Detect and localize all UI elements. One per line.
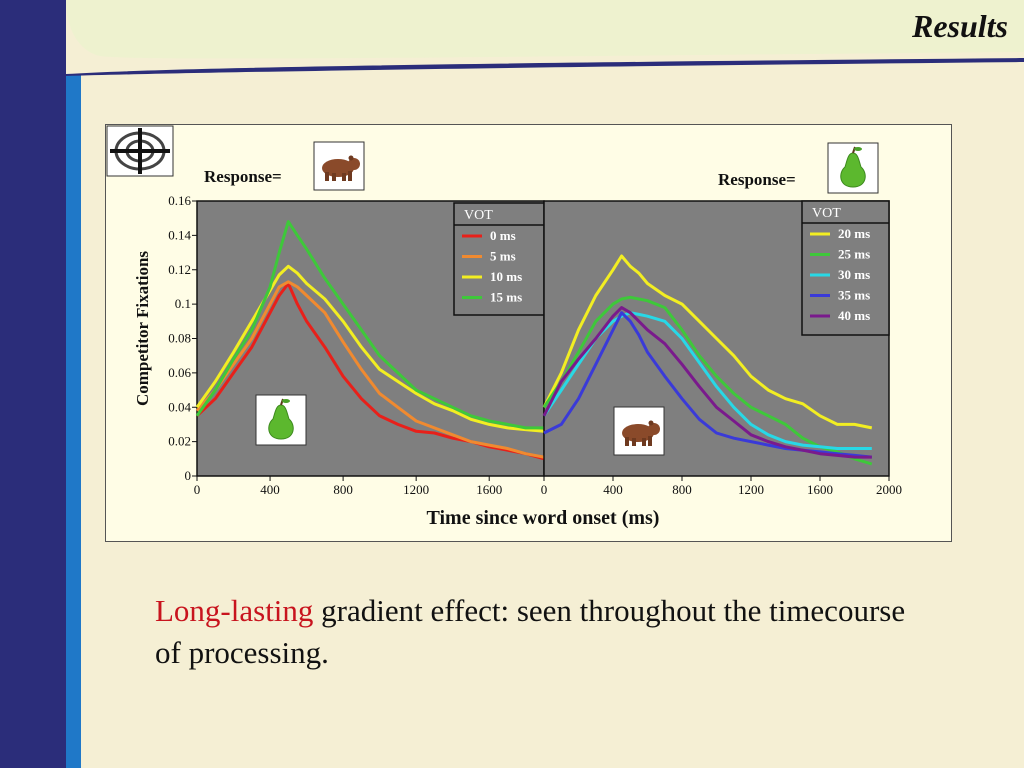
chart-panel-1: 0 400 800 1200 1600 VOT 0 ms 5 ms 10 ms 15 ms Resp… bbox=[194, 167, 545, 497]
legend-label: 30 ms bbox=[838, 267, 870, 282]
bear-ear bbox=[648, 420, 654, 426]
pear-leaf bbox=[854, 147, 862, 151]
legend-label: 40 ms bbox=[838, 308, 870, 323]
caption-highlight: Long-lasting bbox=[155, 593, 314, 628]
pear-leaf bbox=[282, 399, 290, 403]
x-tick-label: 1200 bbox=[738, 482, 764, 497]
left-stripe bbox=[66, 75, 81, 768]
x-tick-label: 0 bbox=[194, 482, 201, 497]
y-tick-label: 0.02 bbox=[168, 434, 191, 449]
y-tick-label: 0.12 bbox=[168, 262, 191, 277]
series-line-20-ms bbox=[542, 254, 873, 430]
pear-body bbox=[840, 152, 866, 188]
series-line-40-ms bbox=[542, 306, 872, 459]
bear-leg bbox=[648, 436, 652, 446]
y-tick-label: 0.06 bbox=[168, 365, 191, 380]
series-line-30-ms bbox=[542, 311, 872, 450]
series-line-15-ms bbox=[195, 220, 544, 430]
x-tick-label: 800 bbox=[672, 482, 692, 497]
response-label: Response= bbox=[718, 170, 796, 189]
bear-icon bbox=[313, 141, 365, 191]
response-label: Response= bbox=[204, 167, 282, 186]
y-tick-label: 0.14 bbox=[168, 227, 191, 242]
bear-body bbox=[622, 424, 654, 442]
bear-leg bbox=[332, 173, 336, 181]
x-tick-label: 400 bbox=[260, 482, 280, 497]
bear-head bbox=[348, 158, 360, 170]
chart: Competitor Fixations 0 0.02 0.04 0.06 0.08 0.1… bbox=[106, 125, 902, 529]
legend-label: 10 ms bbox=[490, 269, 522, 284]
y-tick-label: 0 bbox=[185, 468, 192, 483]
legend-title: VOT bbox=[812, 206, 841, 221]
legend: VOT 0 ms 5 ms 10 ms 15 ms bbox=[453, 202, 545, 316]
x-tick-label: 400 bbox=[603, 482, 623, 497]
legend-label: 20 ms bbox=[838, 226, 870, 241]
bear-leg bbox=[325, 172, 329, 181]
x-tick-label: 800 bbox=[333, 482, 353, 497]
y-axis-label: Competitor Fixations bbox=[133, 251, 152, 406]
bear-ear bbox=[348, 155, 354, 161]
y-tick-label: 0.04 bbox=[168, 399, 191, 414]
pear-body bbox=[268, 404, 294, 440]
left-band bbox=[0, 0, 66, 768]
legend-title: VOT bbox=[464, 208, 493, 223]
series-line-25-ms bbox=[542, 295, 873, 466]
y-tick-label: 0.16 bbox=[168, 193, 191, 208]
bear-head bbox=[648, 423, 660, 435]
pear-icon bbox=[827, 142, 879, 194]
series-line-5-ms bbox=[195, 280, 545, 459]
crosshair-target-icon bbox=[106, 125, 174, 177]
x-tick-label: 2000 bbox=[876, 482, 902, 497]
legend-label: 0 ms bbox=[490, 228, 516, 243]
x-tick-label: 0 bbox=[541, 482, 548, 497]
caption-text: gradient effect: seen throughout the tim… bbox=[155, 593, 906, 670]
x-tick-label: 1200 bbox=[403, 482, 429, 497]
bear-icon bbox=[613, 406, 665, 456]
bear-leg bbox=[342, 173, 346, 181]
y-tick-label: 0.1 bbox=[175, 296, 191, 311]
bear-leg bbox=[348, 171, 352, 181]
pear-icon bbox=[255, 394, 307, 446]
legend-label: 5 ms bbox=[490, 249, 516, 264]
legend-label: 25 ms bbox=[838, 247, 870, 262]
legend-label: 35 ms bbox=[838, 288, 870, 303]
x-tick-label: 1600 bbox=[476, 482, 502, 497]
chart-panel-2: 0 400 800 1200 1600 2000 VOT 20 ms 25 ms 30 ms 35 … bbox=[541, 170, 902, 497]
bear-leg bbox=[642, 438, 646, 446]
header-band bbox=[66, 0, 1024, 76]
figure-panel: Competitor Fixations 0 0.02 0.04 0.06 0.08 0.1… bbox=[105, 124, 952, 542]
bear-body bbox=[322, 159, 354, 177]
y-tick-label: 0.08 bbox=[168, 331, 191, 346]
caption: Long-lasting gradient effect: seen throu… bbox=[155, 590, 935, 674]
legend-label: 15 ms bbox=[490, 290, 522, 305]
bear-leg bbox=[632, 438, 636, 446]
legend: VOT 20 ms 25 ms 30 ms 35 ms 40 ms bbox=[801, 200, 890, 336]
slide-title: Results bbox=[911, 8, 1008, 44]
bear-leg bbox=[625, 437, 629, 446]
x-axis-label: Time since word onset (ms) bbox=[427, 507, 660, 529]
x-tick-label: 1600 bbox=[807, 482, 833, 497]
